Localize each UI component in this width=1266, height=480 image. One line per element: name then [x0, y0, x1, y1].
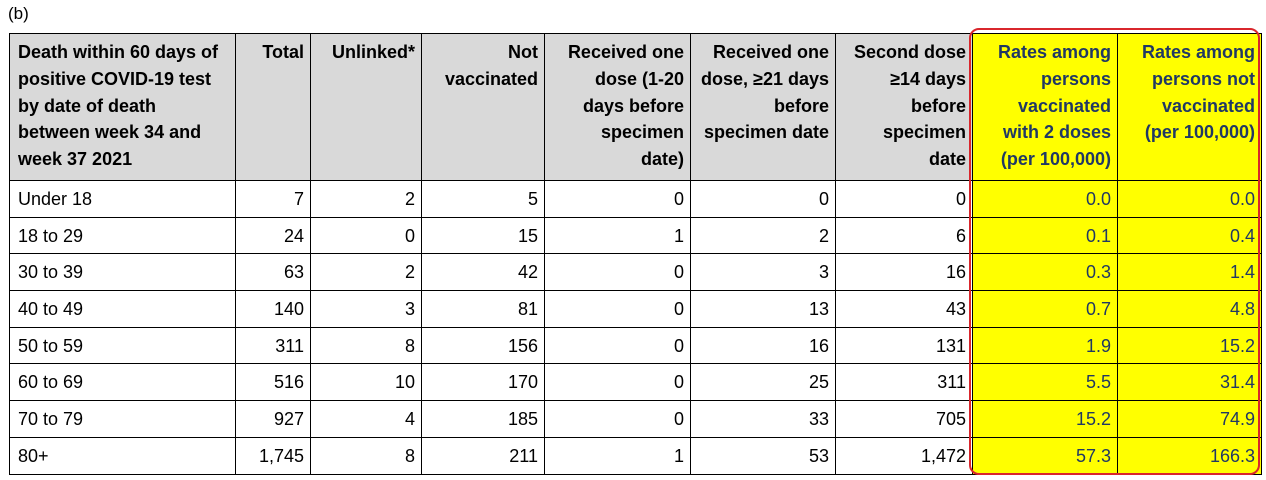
total-cell: 7 — [235, 180, 311, 218]
unlinked-cell: 4 — [310, 400, 422, 438]
table-row: Under 18 7 2 5 0 0 0 0.0 0.0 — [9, 180, 1262, 218]
header-unlinked: Unlinked* — [310, 33, 422, 181]
total-cell: 63 — [235, 253, 311, 292]
age-group-cell: 30 to 39 — [9, 253, 236, 292]
total-cell: 140 — [235, 290, 311, 328]
header-not-vaccinated: Not vaccinated — [421, 33, 545, 181]
panel-label: (b) — [8, 4, 29, 23]
second-dose-cell: 6 — [835, 216, 973, 255]
table-row: 50 to 59 311 8 156 0 16 131 1.9 15.2 — [9, 326, 1262, 365]
rate-vaccinated-cell: 57.3 — [972, 436, 1118, 475]
table-row: 30 to 39 63 2 42 0 3 16 0.3 1.4 — [9, 253, 1262, 292]
rate-not-vaccinated-cell: 0.0 — [1117, 180, 1262, 218]
one-dose-1-20-cell: 0 — [544, 400, 691, 438]
second-dose-cell: 16 — [835, 253, 973, 292]
header-one-dose-1-20-days: Received one dose (1-20 days before spec… — [544, 33, 691, 181]
table-row: 70 to 79 927 4 185 0 33 705 15.2 74.9 — [9, 400, 1262, 438]
second-dose-cell: 705 — [835, 400, 973, 438]
rate-vaccinated-cell: 15.2 — [972, 400, 1118, 438]
age-group-cell: 80+ — [9, 436, 236, 475]
not-vaccinated-cell: 81 — [421, 290, 545, 328]
rate-vaccinated-cell: 5.5 — [972, 363, 1118, 402]
age-group-cell: 18 to 29 — [9, 216, 236, 255]
unlinked-cell: 0 — [310, 216, 422, 255]
table-row: 18 to 29 24 0 15 1 2 6 0.1 0.4 — [9, 216, 1262, 255]
unlinked-cell: 10 — [310, 363, 422, 402]
unlinked-cell: 3 — [310, 290, 422, 328]
not-vaccinated-cell: 170 — [421, 363, 545, 402]
age-group-cell: 40 to 49 — [9, 290, 236, 328]
rate-not-vaccinated-cell: 74.9 — [1117, 400, 1262, 438]
rate-not-vaccinated-cell: 31.4 — [1117, 363, 1262, 402]
vaccination-deaths-table: Death within 60 days of positive COVID-1… — [9, 33, 1262, 475]
age-group-cell: 70 to 79 — [9, 400, 236, 438]
rate-vaccinated-cell: 0.3 — [972, 253, 1118, 292]
second-dose-cell: 311 — [835, 363, 973, 402]
not-vaccinated-cell: 42 — [421, 253, 545, 292]
total-cell: 516 — [235, 363, 311, 402]
rate-not-vaccinated-cell: 0.4 — [1117, 216, 1262, 255]
one-dose-21-cell: 33 — [690, 400, 836, 438]
unlinked-cell: 8 — [310, 326, 422, 365]
not-vaccinated-cell: 15 — [421, 216, 545, 255]
one-dose-1-20-cell: 1 — [544, 216, 691, 255]
one-dose-21-cell: 16 — [690, 326, 836, 365]
unlinked-cell: 2 — [310, 180, 422, 218]
rate-not-vaccinated-cell: 1.4 — [1117, 253, 1262, 292]
header-one-dose-21-days: Received one dose, ≥21 days before speci… — [690, 33, 836, 181]
rate-not-vaccinated-cell: 166.3 — [1117, 436, 1262, 475]
table-row: 60 to 69 516 10 170 0 25 311 5.5 31.4 — [9, 363, 1262, 402]
rate-not-vaccinated-cell: 15.2 — [1117, 326, 1262, 365]
table-row: 80+ 1,745 8 211 1 53 1,472 57.3 166.3 — [9, 436, 1262, 475]
one-dose-1-20-cell: 0 — [544, 326, 691, 365]
one-dose-1-20-cell: 0 — [544, 363, 691, 402]
table-row: 40 to 49 140 3 81 0 13 43 0.7 4.8 — [9, 290, 1262, 328]
one-dose-1-20-cell: 1 — [544, 436, 691, 475]
rate-vaccinated-cell: 0.0 — [972, 180, 1118, 218]
one-dose-1-20-cell: 0 — [544, 253, 691, 292]
age-group-cell: Under 18 — [9, 180, 236, 218]
one-dose-21-cell: 13 — [690, 290, 836, 328]
total-cell: 1,745 — [235, 436, 311, 475]
second-dose-cell: 1,472 — [835, 436, 973, 475]
header-rate-not-vaccinated: Rates among persons not vaccinated (per … — [1117, 33, 1262, 181]
rate-vaccinated-cell: 0.7 — [972, 290, 1118, 328]
total-cell: 311 — [235, 326, 311, 365]
header-total: Total — [235, 33, 311, 181]
header-second-dose: Second dose ≥14 days before specimen dat… — [835, 33, 973, 181]
second-dose-cell: 0 — [835, 180, 973, 218]
header-rate-vaccinated: Rates among persons vaccinated with 2 do… — [972, 33, 1118, 181]
one-dose-21-cell: 3 — [690, 253, 836, 292]
not-vaccinated-cell: 156 — [421, 326, 545, 365]
not-vaccinated-cell: 5 — [421, 180, 545, 218]
one-dose-1-20-cell: 0 — [544, 180, 691, 218]
one-dose-21-cell: 53 — [690, 436, 836, 475]
total-cell: 927 — [235, 400, 311, 438]
second-dose-cell: 131 — [835, 326, 973, 365]
one-dose-21-cell: 0 — [690, 180, 836, 218]
rate-not-vaccinated-cell: 4.8 — [1117, 290, 1262, 328]
age-group-cell: 50 to 59 — [9, 326, 236, 365]
second-dose-cell: 43 — [835, 290, 973, 328]
table-header-row: Death within 60 days of positive COVID-1… — [9, 33, 1262, 181]
age-group-cell: 60 to 69 — [9, 363, 236, 402]
unlinked-cell: 8 — [310, 436, 422, 475]
not-vaccinated-cell: 185 — [421, 400, 545, 438]
one-dose-21-cell: 25 — [690, 363, 836, 402]
one-dose-1-20-cell: 0 — [544, 290, 691, 328]
one-dose-21-cell: 2 — [690, 216, 836, 255]
unlinked-cell: 2 — [310, 253, 422, 292]
rate-vaccinated-cell: 0.1 — [972, 216, 1118, 255]
total-cell: 24 — [235, 216, 311, 255]
header-death-period: Death within 60 days of positive COVID-1… — [9, 33, 236, 181]
rate-vaccinated-cell: 1.9 — [972, 326, 1118, 365]
not-vaccinated-cell: 211 — [421, 436, 545, 475]
